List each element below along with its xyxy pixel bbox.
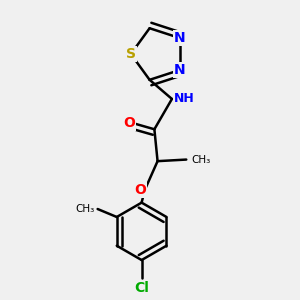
Text: O: O xyxy=(123,116,135,130)
Text: S: S xyxy=(126,47,136,61)
Text: CH₃: CH₃ xyxy=(191,154,210,165)
Text: N: N xyxy=(174,31,186,45)
Text: N: N xyxy=(174,63,186,77)
Text: Cl: Cl xyxy=(134,281,149,295)
Text: O: O xyxy=(134,183,146,197)
Text: NH: NH xyxy=(173,92,194,106)
Text: CH₃: CH₃ xyxy=(75,204,94,214)
